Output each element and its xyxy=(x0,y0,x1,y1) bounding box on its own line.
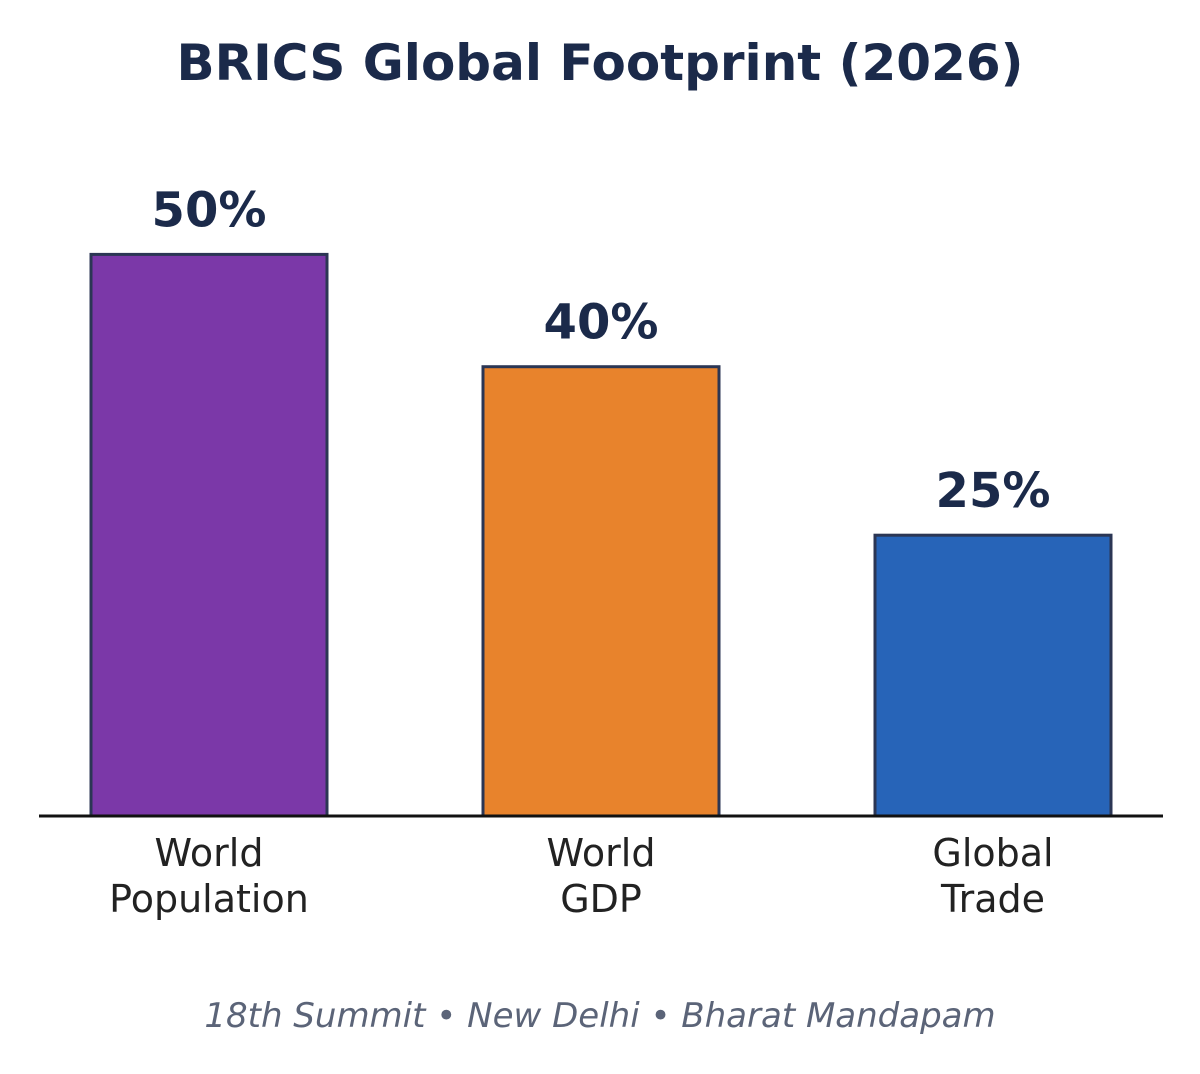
category-label-1-line-0: World xyxy=(547,831,656,875)
footer-caption: 18th Summit • New Delhi • Bharat Mandapa… xyxy=(204,996,995,1036)
value-label-0: 50% xyxy=(152,182,267,238)
chart-title: BRICS Global Footprint (2026) xyxy=(177,34,1024,92)
bar-1 xyxy=(481,365,721,818)
value-label-2: 25% xyxy=(936,463,1051,519)
bar-0 xyxy=(89,252,329,818)
bar-2 xyxy=(873,533,1113,818)
category-label-2-line-0: Global xyxy=(932,831,1053,875)
category-label-0-line-1: Population xyxy=(109,877,309,921)
value-label-1: 40% xyxy=(544,295,659,351)
bars-layer: 50%WorldPopulation40%WorldGDP25%GlobalTr… xyxy=(89,182,1113,921)
category-label-0-line-0: World xyxy=(155,831,264,875)
category-label-1-line-1: GDP xyxy=(560,877,642,921)
category-label-2-line-1: Trade xyxy=(940,877,1045,921)
